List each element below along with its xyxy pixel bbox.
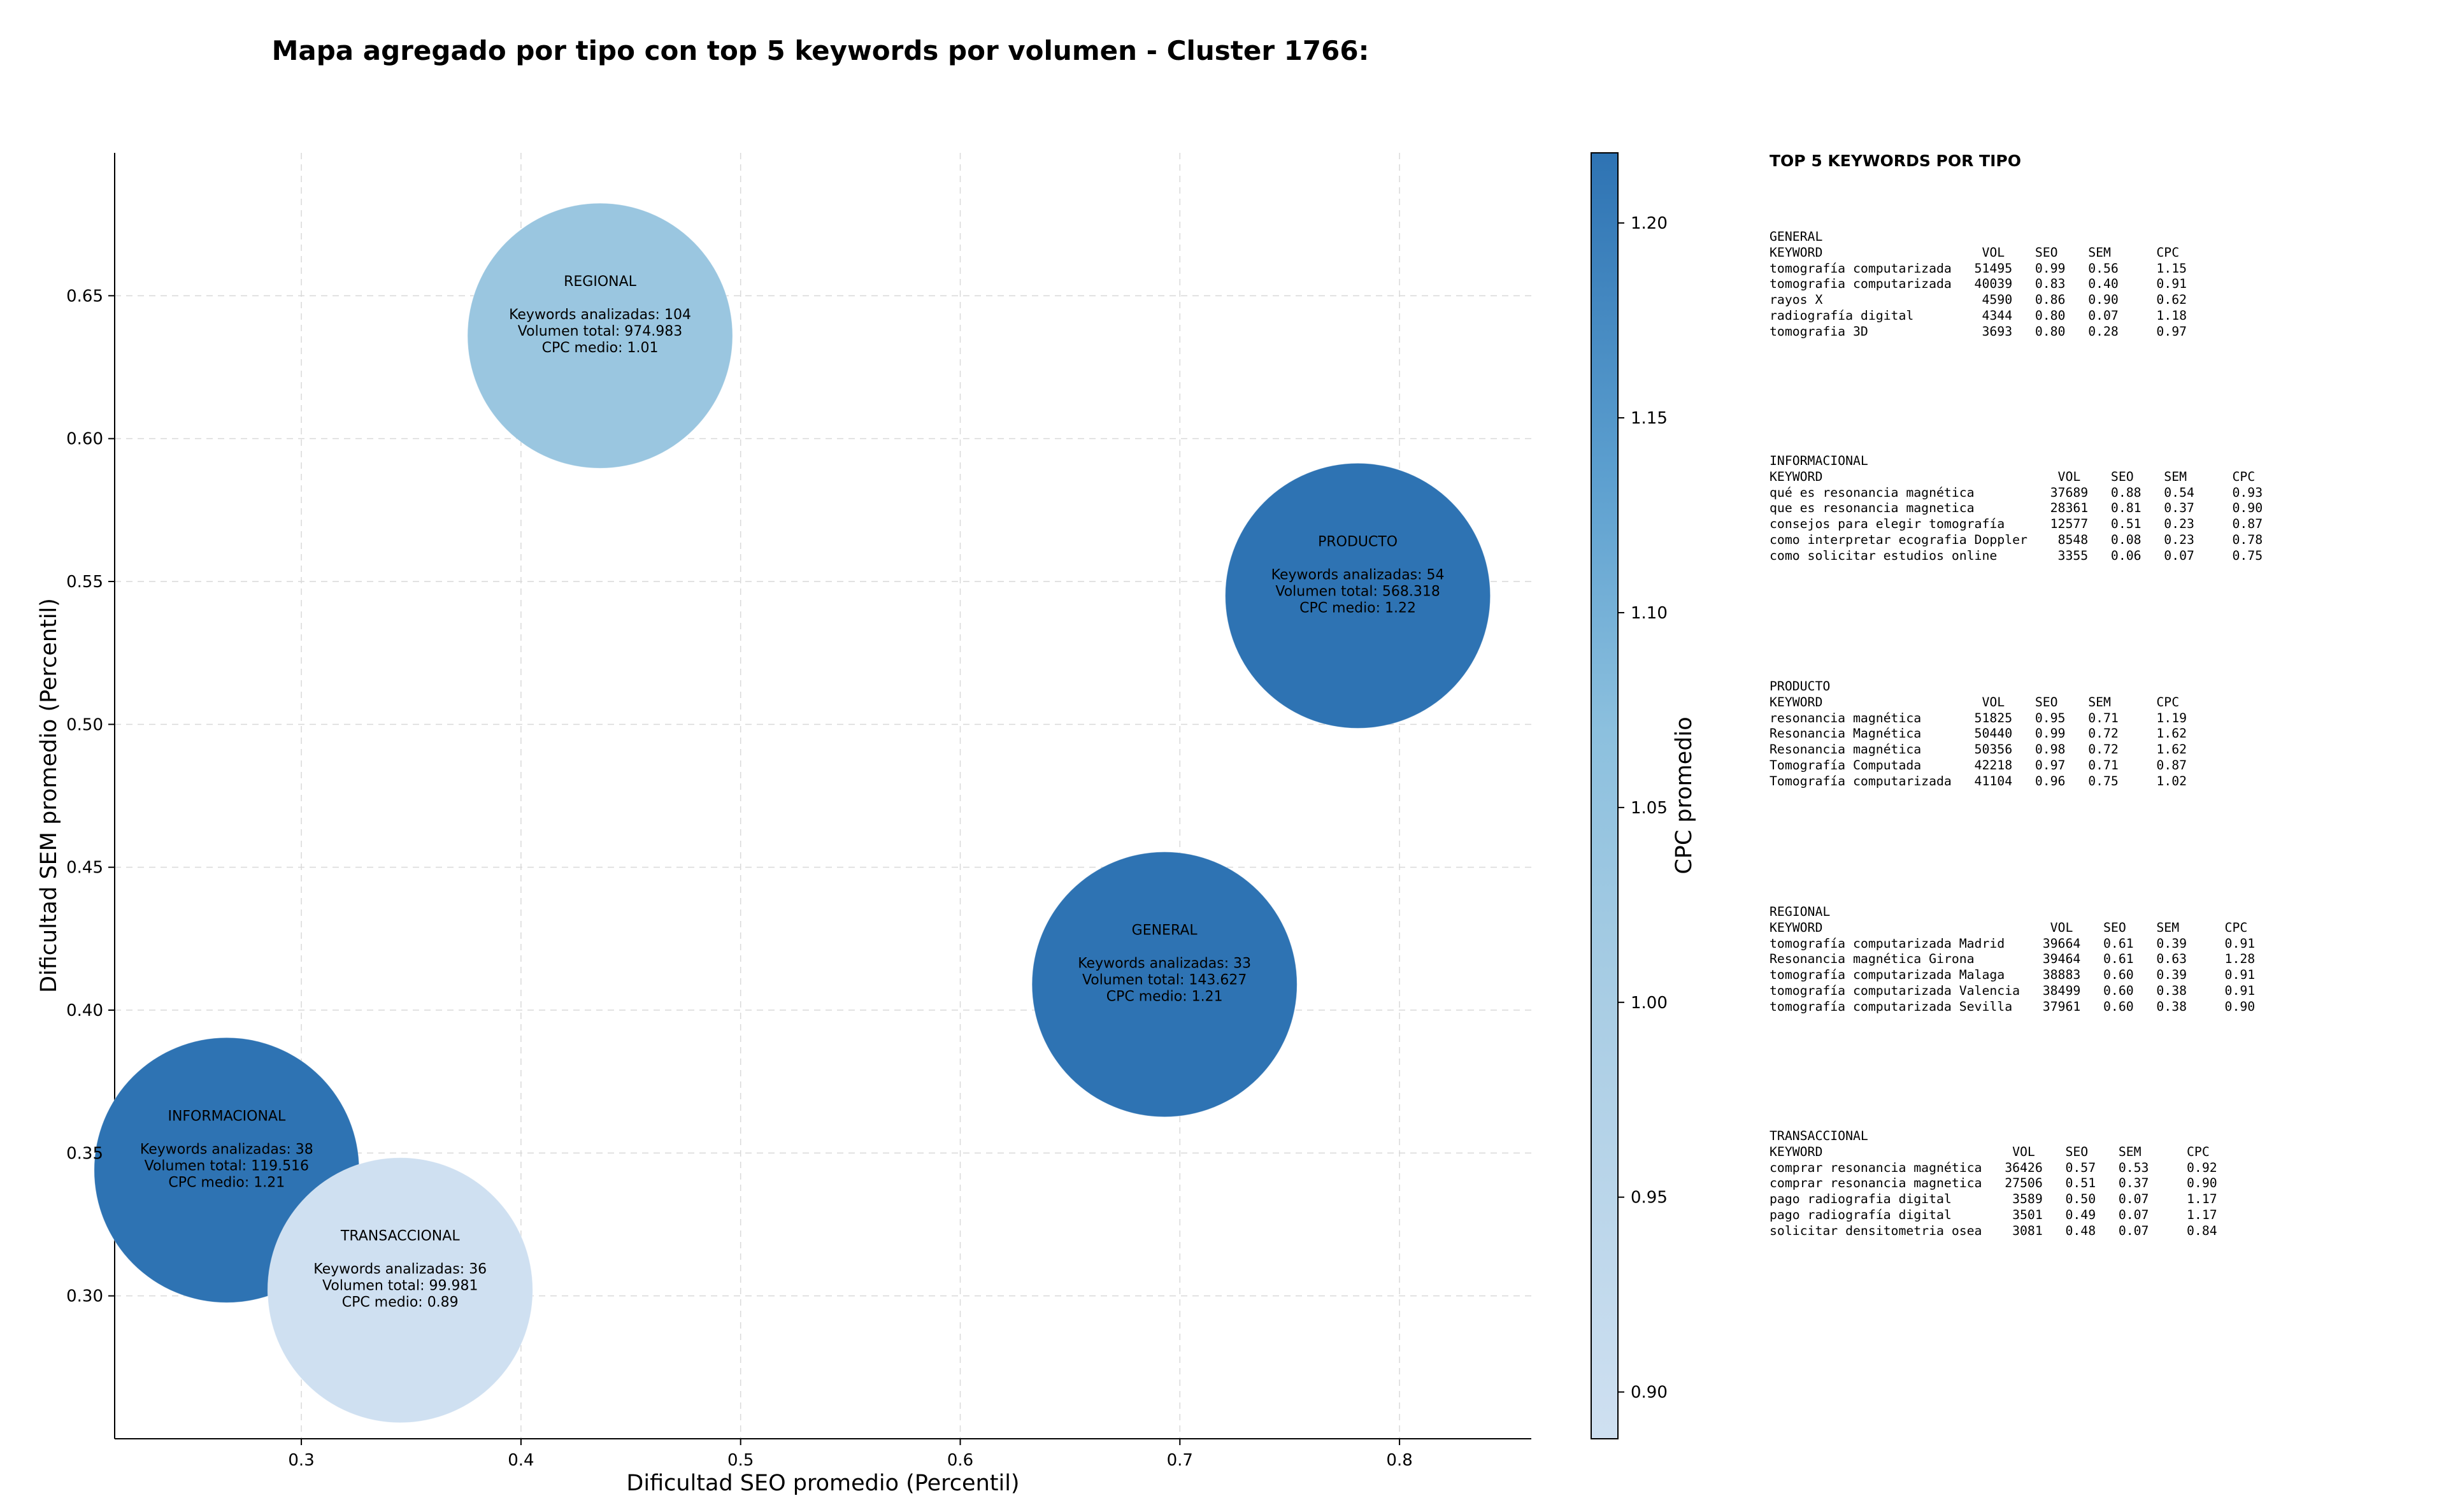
y-tick-label: 0.60 bbox=[66, 430, 103, 449]
x-tick-label: 0.4 bbox=[508, 1451, 534, 1470]
top5-table-header: KEYWORD VOL SEO SEM CPC bbox=[1770, 469, 2256, 484]
top5-table-header: KEYWORD VOL SEO SEM CPC bbox=[1770, 694, 2180, 710]
top5-table-row: rayos X 4590 0.86 0.90 0.62 bbox=[1770, 292, 2187, 308]
top5-table-row: pago radiografía digital 3501 0.49 0.07 … bbox=[1770, 1207, 2217, 1222]
bubble-regional-title: REGIONAL bbox=[564, 274, 637, 290]
top5-table-row: tomografía computarizada Malaga 38883 0.… bbox=[1770, 967, 2256, 983]
top5-table: TRANSACCIONAL KEYWORD VOL SEO SEM CPC comp… bbox=[1770, 1129, 2217, 1239]
top5-table-row: comprar resonancia magnetica 27506 0.51 … bbox=[1770, 1176, 2217, 1191]
chart-title: Mapa agregado por tipo con top 5 keyword… bbox=[271, 35, 1370, 66]
top5-table-row: tomografia 3D 3693 0.80 0.28 0.97 bbox=[1770, 324, 2187, 339]
top5-table-row: como solicitar estudios online 3355 0.06… bbox=[1770, 548, 2263, 563]
tick-labels: 0.3 0.4 0.5 0.6 0.7 0.8 0.30 0.35 0.40 0.45 0.50 0.… bbox=[66, 287, 1413, 1470]
bubble-regional-line1: Keywords analizadas: 104 bbox=[509, 307, 691, 323]
top5-table-row: Tomografía Computada 42218 0.97 0.71 0.8… bbox=[1770, 757, 2187, 773]
top5-group-title: GENERAL bbox=[1770, 229, 1823, 244]
bubble-transaccional-line1: Keywords analizadas: 36 bbox=[313, 1262, 487, 1278]
colorbar-tick-label: 1.00 bbox=[1631, 994, 1668, 1013]
colorbar-tick-label: 1.20 bbox=[1631, 214, 1668, 233]
gridlines bbox=[115, 153, 1531, 1439]
bubble-transaccional-title: TRANSACCIONAL bbox=[340, 1229, 460, 1245]
bubbles bbox=[94, 203, 1491, 1423]
top5-table-row: Tomografía computarizada 41104 0.96 0.75… bbox=[1770, 773, 2187, 788]
top5-table-row: tomografía computarizada 51495 0.99 0.56… bbox=[1770, 260, 2187, 276]
colorbar-tick-label: 1.15 bbox=[1631, 409, 1668, 428]
top5-table-row: tomografía computarizada Sevilla 37961 0… bbox=[1770, 999, 2256, 1014]
y-axis-label: Dificultad SEM promedio (Percentil) bbox=[36, 598, 62, 993]
top5-table-header: KEYWORD VOL SEO SEM CPC bbox=[1770, 920, 2248, 935]
top5-table-row: que es resonancia magnetica 28361 0.81 0… bbox=[1770, 501, 2263, 516]
top5-group-title: PRODUCTO bbox=[1770, 679, 1831, 694]
top5-table-header: KEYWORD VOL SEO SEM CPC bbox=[1770, 1144, 2210, 1159]
colorbar-gradient bbox=[1591, 152, 1619, 1439]
bubble-regional-line3: CPC medio: 1.01 bbox=[542, 340, 659, 356]
top5-table: GENERAL KEYWORD VOL SEO SEM CPC tomografía… bbox=[1770, 229, 2187, 340]
y-tick-label: 0.55 bbox=[66, 573, 103, 592]
top5-table-header: KEYWORD VOL SEO SEM CPC bbox=[1770, 245, 2180, 260]
bubble-general-line1: Keywords analizadas: 33 bbox=[1078, 956, 1251, 972]
colorbar-tick-label: 0.90 bbox=[1631, 1383, 1668, 1402]
bubble-informacional-line1: Keywords analizadas: 38 bbox=[140, 1141, 313, 1157]
bubble-transaccional bbox=[267, 1157, 533, 1423]
bubble-informacional-line3: CPC medio: 1.21 bbox=[168, 1174, 285, 1190]
bubble-informacional-line2: Volumen total: 119.516 bbox=[145, 1158, 309, 1174]
top5-table-row: Resonancia Magnética 50440 0.99 0.72 1.6… bbox=[1770, 726, 2187, 741]
top5-group-title: REGIONAL bbox=[1770, 904, 1831, 919]
colorbar-tick-label: 1.10 bbox=[1631, 604, 1668, 623]
bubble-regional bbox=[467, 203, 733, 469]
top5-table-row: resonancia magnética 51825 0.95 0.71 1.1… bbox=[1770, 710, 2187, 725]
bubble-producto-title: PRODUCTO bbox=[1318, 534, 1398, 550]
x-tick-label: 0.8 bbox=[1386, 1451, 1412, 1470]
y-tick-label: 0.45 bbox=[66, 859, 103, 878]
bubble-general-line3: CPC medio: 1.21 bbox=[1106, 989, 1223, 1005]
y-tick-label: 0.35 bbox=[66, 1144, 103, 1163]
top5-table-row: Resonancia magnética Girona 39464 0.61 0… bbox=[1770, 952, 2256, 967]
top5-table: PRODUCTO KEYWORD VOL SEO SEM CPC resonanci… bbox=[1770, 679, 2187, 790]
top5-table-row: como interpretar ecografia Doppler 8548 … bbox=[1770, 532, 2263, 547]
y-tick-label: 0.65 bbox=[66, 287, 103, 306]
x-tick-label: 0.5 bbox=[727, 1451, 754, 1470]
top5-table-row: solicitar densitometria osea 3081 0.48 0… bbox=[1770, 1223, 2217, 1238]
top5-table-row: pago radiografia digital 3589 0.50 0.07 … bbox=[1770, 1192, 2217, 1207]
y-tick-label: 0.40 bbox=[66, 1001, 103, 1020]
top5-group-title: INFORMACIONAL bbox=[1770, 453, 1868, 468]
top5-table: INFORMACIONAL KEYWORD VOL SEO SEM CPC qué … bbox=[1770, 453, 2263, 564]
bubble-producto-line2: Volumen total: 568.318 bbox=[1275, 583, 1440, 599]
x-tick-label: 0.6 bbox=[947, 1451, 973, 1470]
top5-table-row: radiografía digital 4344 0.80 0.07 1.18 bbox=[1770, 308, 2187, 323]
top5-table-row: Resonancia magnética 50356 0.98 0.72 1.6… bbox=[1770, 742, 2187, 757]
top5-table-row: consejos para elegir tomografía 12577 0.… bbox=[1770, 517, 2263, 532]
bubble-producto-line1: Keywords analizadas: 54 bbox=[1271, 567, 1445, 583]
bubble-general bbox=[1031, 852, 1298, 1118]
colorbar-tick-label: 1.05 bbox=[1631, 799, 1668, 818]
bubble-general-title: GENERAL bbox=[1132, 923, 1198, 939]
bubble-transaccional-line3: CPC medio: 0.89 bbox=[342, 1295, 459, 1311]
top5-table-row: qué es resonancia magnética 37689 0.88 0… bbox=[1770, 485, 2263, 500]
colorbar-tick-label: 0.95 bbox=[1631, 1188, 1668, 1208]
x-axis-label: Dificultad SEO promedio (Percentil) bbox=[626, 1471, 1019, 1496]
bubble-regional-line2: Volumen total: 974.983 bbox=[518, 324, 682, 339]
top5-table-row: tomografía computarizada Madrid 39664 0.… bbox=[1770, 936, 2256, 951]
top5-group-title: TRANSACCIONAL bbox=[1770, 1129, 1868, 1143]
y-tick-label: 0.30 bbox=[66, 1287, 103, 1306]
top5-heading: TOP 5 KEYWORDS POR TIPO bbox=[1770, 152, 2021, 170]
x-tick-label: 0.7 bbox=[1167, 1451, 1193, 1470]
top5-table-row: tomografia computarizada 40039 0.83 0.40… bbox=[1770, 276, 2187, 292]
top5-table-row: comprar resonancia magnética 36426 0.57 … bbox=[1770, 1160, 2217, 1175]
bubble-producto bbox=[1225, 462, 1491, 729]
colorbar-label: CPC promedio bbox=[1671, 717, 1697, 874]
bubble-informacional-title: INFORMACIONAL bbox=[168, 1108, 286, 1124]
x-tick-label: 0.3 bbox=[288, 1451, 314, 1470]
colorbar: 0.90 0.95 1.00 1.05 1.10 1.15 1.20 bbox=[1591, 152, 1668, 1439]
y-tick-label: 0.50 bbox=[66, 715, 103, 734]
top5-table-row: tomografía computarizada Valencia 38499 … bbox=[1770, 983, 2256, 998]
top5-table: REGIONAL KEYWORD VOL SEO SEM CPC tomografí… bbox=[1770, 904, 2255, 1015]
bubble-producto-line3: CPC medio: 1.22 bbox=[1299, 600, 1416, 616]
bubble-transaccional-line2: Volumen total: 99.981 bbox=[322, 1278, 478, 1294]
bubble-general-line2: Volumen total: 143.627 bbox=[1082, 973, 1247, 988]
